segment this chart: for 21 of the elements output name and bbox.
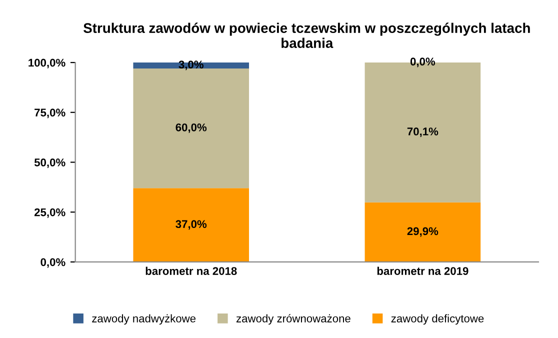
legend-label: zawody deficytowe [391, 314, 484, 325]
data-label: 60,0% [176, 123, 207, 133]
legend-label: zawody nadwyżkowe [92, 314, 196, 325]
bar [364, 202, 481, 262]
bar [133, 188, 250, 262]
chart-title: Struktura zawodów w powiecie tczewskim w poszczególnych latach badania [83, 22, 530, 48]
data-label: 0,0% [410, 58, 436, 68]
y-tick-label: 75,0% [34, 108, 66, 118]
y-tick-label: 0,0% [40, 258, 66, 268]
data-label: 70,1% [407, 128, 438, 138]
data-label: 3,0% [178, 60, 204, 70]
data-label: 29,9% [407, 227, 438, 237]
legend-label: zawody zrównoważone [236, 314, 350, 325]
x-tick-label: barometr na 2019 [377, 266, 468, 275]
y-tick-label: 25,0% [34, 208, 66, 218]
y-tick-label: 50,0% [34, 158, 66, 168]
x-tick-label: barometr na 2018 [146, 266, 237, 275]
data-label: 37,0% [176, 220, 207, 230]
y-tick-label: 100,0% [28, 58, 66, 68]
bar [133, 62, 250, 69]
bar [133, 68, 250, 188]
